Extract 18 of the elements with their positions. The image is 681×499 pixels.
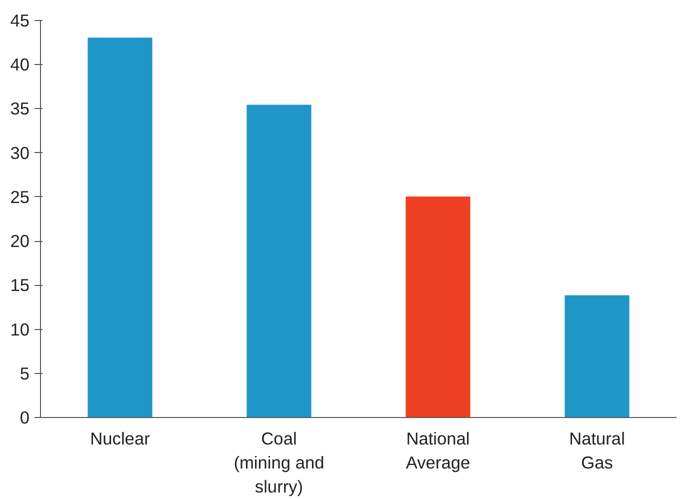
x-tick-label: Nuclear <box>90 428 150 448</box>
y-tick-label: 5 <box>20 363 30 384</box>
bar <box>564 295 630 418</box>
y-tick-label: 35 <box>10 98 30 119</box>
bar <box>88 38 152 418</box>
y-tick-label: 45 <box>10 10 30 30</box>
y-tick-label: 20 <box>10 231 30 252</box>
x-tick-label: Coal (mining and slurry) <box>234 428 324 496</box>
bar <box>246 104 312 418</box>
y-tick-label: 0 <box>20 408 30 428</box>
y-tick-label: 30 <box>10 142 30 163</box>
bar <box>406 196 470 418</box>
y-tick-label: 25 <box>10 186 30 207</box>
y-tick-label: 40 <box>10 54 30 75</box>
x-tick-label: Natural Gas <box>569 428 625 472</box>
y-tick-label: 10 <box>10 319 30 340</box>
x-tick-label: National Average <box>406 428 470 472</box>
y-tick-label: 15 <box>10 275 30 296</box>
